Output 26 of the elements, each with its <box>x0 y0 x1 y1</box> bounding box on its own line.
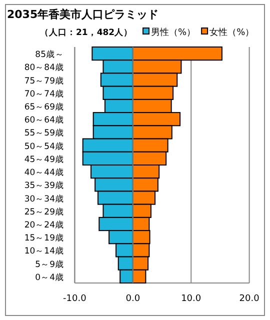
y-tick-label: 25～29歳 <box>24 206 64 218</box>
y-tick-label: 10～14歳 <box>24 246 64 257</box>
y-tick-label: 80～84歳 <box>24 62 64 74</box>
x-tick-label: -10.0 <box>63 294 87 304</box>
legend-label: 女性（%） <box>210 27 254 38</box>
y-tick-label: 70～74歳 <box>24 88 64 100</box>
y-tick-label: 85歳～ <box>35 49 64 60</box>
y-tick-label: 50～54歳 <box>24 140 64 152</box>
y-tick-label: 60～64歳 <box>24 114 64 126</box>
x-tick-label: 20.0 <box>239 294 260 304</box>
legend-label: 男性（%） <box>151 27 196 38</box>
y-tick-label: 15～19歳 <box>24 232 64 244</box>
chart-subtitle: （人口：21，482人） <box>40 27 133 38</box>
y-tick-label: 65～69歳 <box>24 102 64 112</box>
chart-title: 2035年香美市人口ピラミッド <box>7 8 159 21</box>
y-tick-label: 0～4歳 <box>35 272 64 283</box>
y-tick-label: 30～34歳 <box>24 193 64 204</box>
x-tick-label: 0.0 <box>126 294 140 304</box>
y-tick-label: 35～39歳 <box>24 180 64 192</box>
y-tick-label: 45～49歳 <box>24 154 64 165</box>
y-tick-label: 5～9歳 <box>35 258 64 270</box>
x-tick-label: 10.0 <box>181 294 202 304</box>
y-tick-label: 55～59歳 <box>24 128 64 139</box>
y-tick-label: 40～44歳 <box>24 167 64 178</box>
y-tick-label: 75～79歳 <box>24 75 64 86</box>
y-tick-label: 20～24歳 <box>24 220 64 230</box>
